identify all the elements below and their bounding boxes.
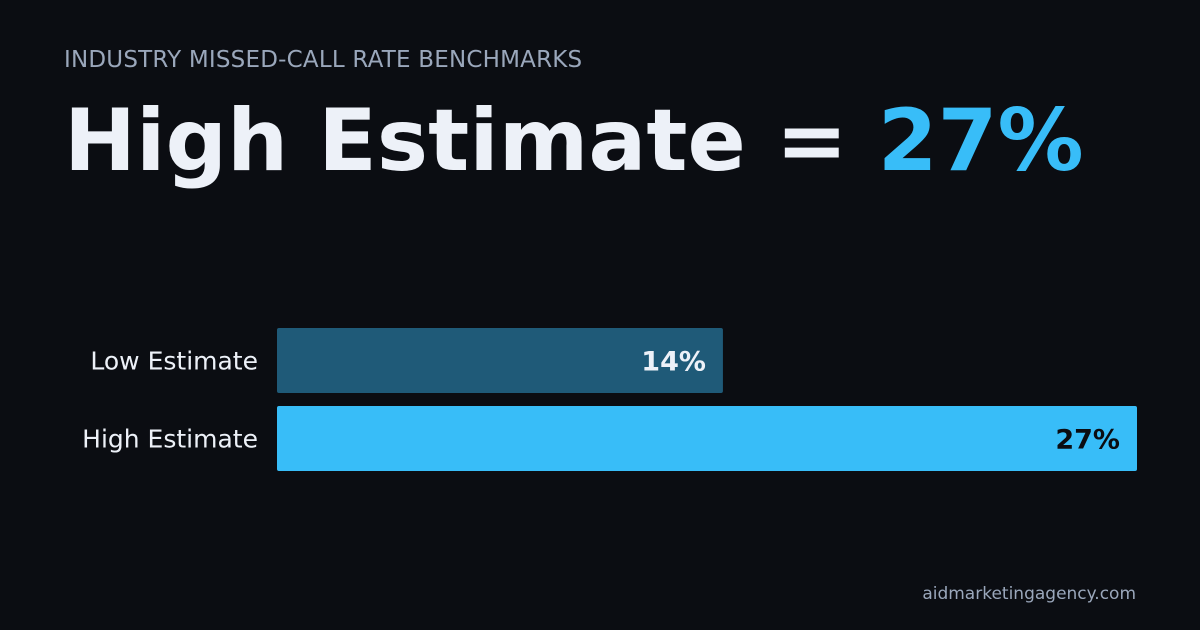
headline-label: High Estimate bbox=[64, 91, 746, 191]
category-label-low-estimate: Low Estimate bbox=[90, 347, 258, 376]
chart-subtitle: INDUSTRY MISSED-CALL RATE BENCHMARKS bbox=[64, 47, 583, 73]
category-label-high-estimate: High Estimate bbox=[82, 425, 258, 454]
headline: High Estimate = 27% bbox=[64, 94, 1084, 189]
headline-equals: = bbox=[775, 91, 848, 191]
headline-value: 27% bbox=[877, 91, 1084, 191]
bar-value-high-estimate: 27% bbox=[1055, 425, 1120, 456]
bar-low-estimate bbox=[277, 328, 723, 393]
footer-site: aidmarketingagency.com bbox=[922, 584, 1136, 604]
bar-value-low-estimate: 14% bbox=[641, 347, 706, 378]
bar-high-estimate bbox=[277, 406, 1137, 471]
